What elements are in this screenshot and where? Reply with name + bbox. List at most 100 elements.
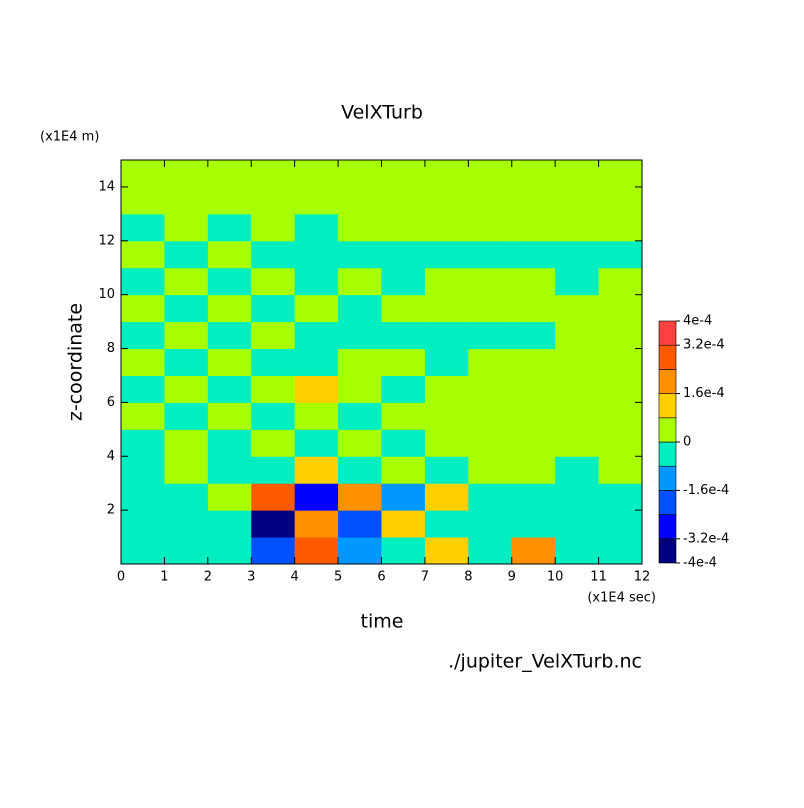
cell xyxy=(468,537,513,565)
colorbar-bin xyxy=(658,465,677,491)
cell xyxy=(468,456,513,484)
colorbar-tick-label: -1.6e-4 xyxy=(683,483,729,498)
cell xyxy=(598,240,643,269)
cell xyxy=(381,510,426,538)
cell xyxy=(207,429,252,457)
cell xyxy=(555,321,600,350)
cell xyxy=(468,429,513,457)
cell xyxy=(207,510,252,538)
cell xyxy=(164,160,209,188)
cell xyxy=(164,510,209,538)
cell xyxy=(251,240,296,269)
cell xyxy=(511,456,556,484)
cell xyxy=(294,510,339,538)
cell xyxy=(338,213,382,242)
cell xyxy=(511,483,556,511)
cell xyxy=(207,321,252,350)
cell xyxy=(294,429,339,457)
colorbar-bin xyxy=(658,320,677,346)
cell xyxy=(251,213,296,242)
cell xyxy=(121,429,165,457)
y-tick-label: 8 xyxy=(107,341,115,356)
cell xyxy=(207,294,252,323)
cell xyxy=(294,375,339,403)
cell xyxy=(121,348,165,376)
cell xyxy=(381,456,426,484)
colorbar-bin xyxy=(658,441,677,467)
cell xyxy=(121,294,165,323)
cell xyxy=(251,537,296,565)
cell xyxy=(121,240,165,269)
cell xyxy=(468,483,513,511)
cell xyxy=(468,160,513,188)
cell xyxy=(121,213,165,242)
chart-title: VelXTurb xyxy=(341,102,423,124)
cell xyxy=(555,375,600,403)
cell xyxy=(424,537,469,565)
cell xyxy=(164,186,209,215)
cell xyxy=(338,510,382,538)
cell xyxy=(251,483,296,511)
cell xyxy=(381,267,426,296)
cell xyxy=(381,402,426,430)
cell xyxy=(555,456,600,484)
cell xyxy=(381,213,426,242)
cell xyxy=(338,537,382,565)
cell xyxy=(121,510,165,538)
cell xyxy=(555,186,600,215)
cell xyxy=(555,537,600,565)
cell xyxy=(424,213,469,242)
cell xyxy=(511,186,556,215)
cell xyxy=(251,160,296,188)
x-axis-label: time xyxy=(361,611,404,633)
cell xyxy=(121,483,165,511)
cell xyxy=(555,510,600,538)
cell xyxy=(468,402,513,430)
cell xyxy=(207,240,252,269)
cell xyxy=(468,213,513,242)
colorbar-tick-label: 1.6e-4 xyxy=(683,386,725,401)
cell xyxy=(338,348,382,376)
cell xyxy=(511,510,556,538)
cell xyxy=(294,348,339,376)
cell xyxy=(424,160,469,188)
cell xyxy=(555,429,600,457)
cell xyxy=(294,321,339,350)
cell xyxy=(207,537,252,565)
cell xyxy=(338,186,382,215)
cell xyxy=(251,348,296,376)
cell xyxy=(598,160,643,188)
cell xyxy=(207,348,252,376)
cell xyxy=(338,267,382,296)
cell xyxy=(424,186,469,215)
cell xyxy=(511,294,556,323)
x-tick-label: 5 xyxy=(334,570,342,585)
cell xyxy=(511,429,556,457)
cell xyxy=(381,537,426,565)
footer: ./jupiter_VelXTurb.nc xyxy=(448,651,642,673)
cell xyxy=(164,321,209,350)
colorbar-bin xyxy=(658,538,677,564)
cell xyxy=(338,375,382,403)
cell xyxy=(294,213,339,242)
cell xyxy=(511,537,556,565)
cell xyxy=(207,186,252,215)
cell xyxy=(251,456,296,484)
cell xyxy=(381,160,426,188)
cell xyxy=(424,321,469,350)
cell xyxy=(294,186,339,215)
cell xyxy=(338,456,382,484)
cell xyxy=(164,456,209,484)
cell xyxy=(164,267,209,296)
cell xyxy=(598,483,643,511)
x-tick-label: 4 xyxy=(291,570,299,585)
cell xyxy=(468,321,513,350)
cell xyxy=(468,510,513,538)
cell xyxy=(555,240,600,269)
cell xyxy=(511,375,556,403)
cell xyxy=(121,402,165,430)
cell xyxy=(164,537,209,565)
cell xyxy=(598,375,643,403)
cell xyxy=(121,160,165,188)
cell xyxy=(511,348,556,376)
